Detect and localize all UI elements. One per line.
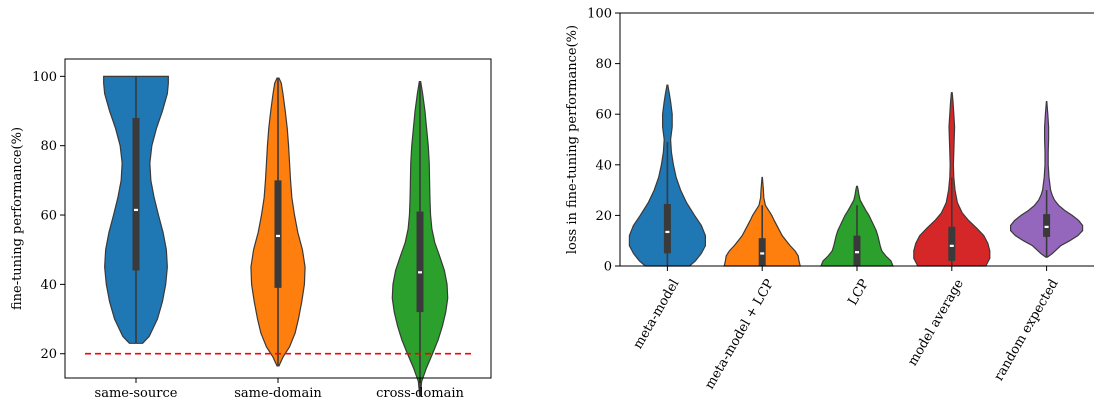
x-tick-label-0: same-source	[95, 386, 178, 401]
y-tick-label-4: 80	[595, 57, 612, 72]
median-dot-2	[418, 271, 422, 274]
median-dot-4	[1044, 225, 1049, 228]
y-tick-label-3: 60	[595, 108, 612, 123]
y-tick-label-1: 20	[595, 209, 612, 224]
x-tick-label-2: LCP	[845, 277, 872, 308]
y-tick-label-3: 80	[40, 139, 57, 154]
iqr-box-1	[274, 180, 282, 288]
y-tick-label-5: 100	[587, 7, 612, 22]
x-tick-label-1: meta-model + LCP	[702, 277, 777, 392]
median-dot-0	[665, 230, 670, 234]
x-tick-label-4: random expected	[991, 277, 1061, 384]
median-dot-2	[855, 251, 859, 254]
violin-4	[1010, 100, 1084, 258]
iqr-box-0	[132, 117, 140, 271]
x-tick-label-0: meta-model	[631, 277, 683, 352]
x-tick-label-2: cross-domain	[376, 386, 464, 401]
y-tick-label-0: 20	[40, 347, 57, 362]
y-tick-label-0: 0	[604, 260, 612, 275]
chart-right: 0 20 40 60 80 100 meta-model meta-model + LCP LC…	[565, 7, 1094, 392]
median-dot-0	[134, 208, 138, 212]
iqr-box-4	[1043, 214, 1051, 237]
chart-left: 20 40 60 80 100 same-source same-domain cross-d…	[10, 58, 492, 401]
median-dot-1	[760, 252, 765, 255]
iqr-box-1	[758, 238, 766, 266]
median-dot-1	[276, 234, 280, 238]
iqr-box-2	[416, 211, 424, 313]
iqr-box-2	[853, 235, 861, 266]
median-dot-3	[949, 244, 954, 247]
y-tick-label-4: 100	[32, 70, 57, 85]
y-tick-label-1: 40	[40, 278, 57, 293]
y-tick-label-2: 60	[40, 209, 57, 224]
y-tick-label-2: 40	[595, 158, 612, 173]
y-axis-label: loss in fine-tuning performance(%)	[565, 25, 580, 254]
iqr-box-3	[948, 226, 956, 261]
y-axis-label: fine-tuning performance(%)	[10, 127, 25, 310]
x-tick-label-1: same-domain	[234, 386, 322, 401]
iqr-box-0	[663, 204, 671, 254]
x-tick-label-3: model average	[905, 277, 967, 369]
